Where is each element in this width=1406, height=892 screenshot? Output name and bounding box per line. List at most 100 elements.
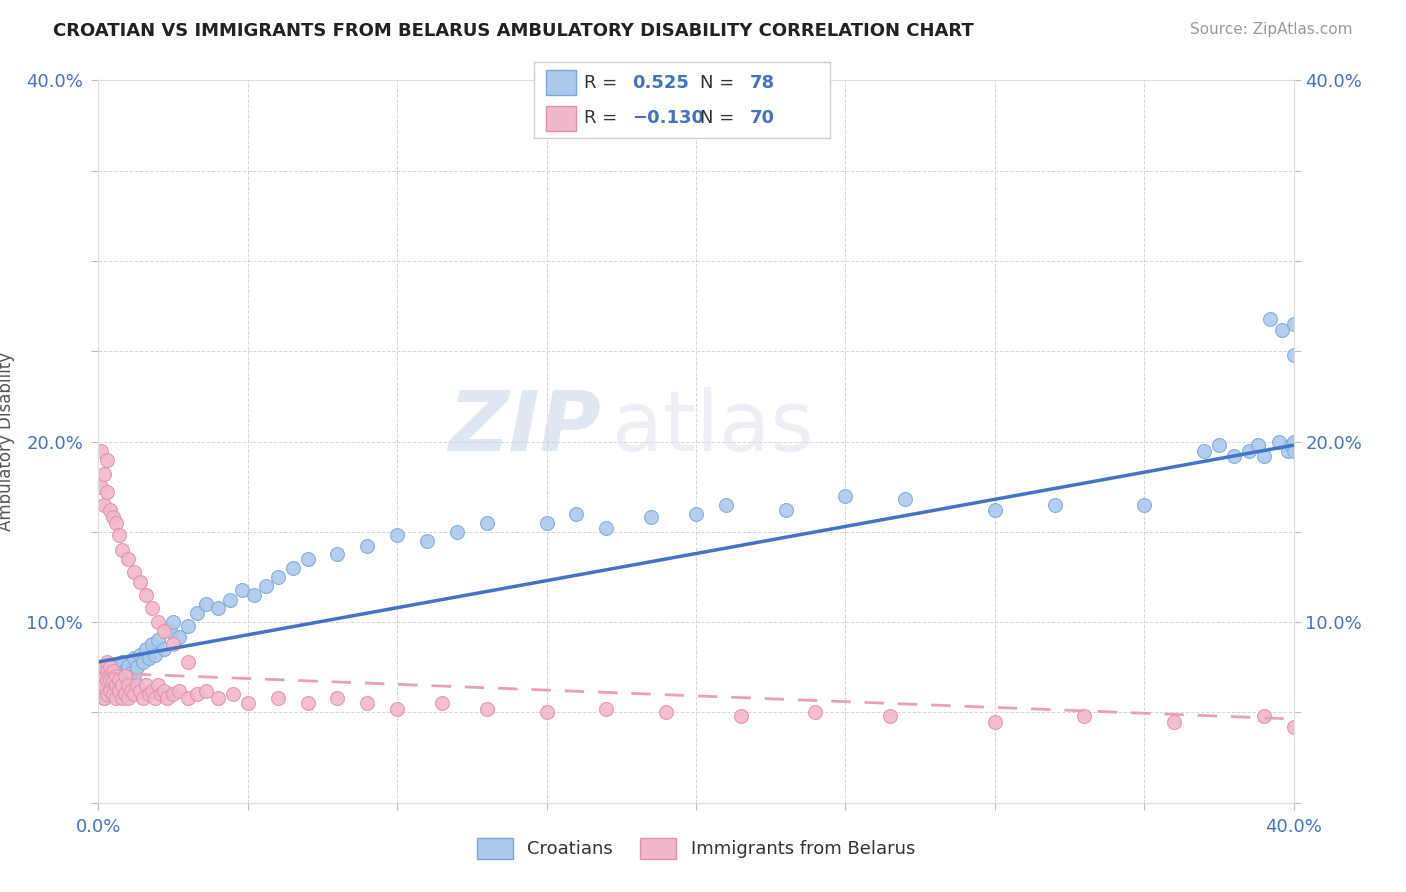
Point	[98, 683, 122, 698]
Bar	[546, 70, 575, 95]
Point	[267, 570, 290, 584]
Point	[153, 683, 176, 698]
Point	[111, 542, 134, 557]
Point	[98, 660, 122, 674]
Point	[105, 678, 128, 692]
Point	[105, 691, 128, 706]
Point	[114, 669, 136, 683]
Point	[162, 615, 184, 630]
Point	[138, 651, 160, 665]
Point	[1343, 714, 1365, 729]
Point	[243, 588, 266, 602]
Point	[177, 619, 200, 633]
Point	[90, 683, 112, 698]
Point	[98, 503, 122, 517]
Point	[1267, 434, 1289, 449]
Point	[98, 660, 122, 674]
Point	[1282, 720, 1305, 734]
Point	[93, 498, 115, 512]
Text: R =: R =	[585, 73, 623, 92]
Text: 70: 70	[749, 109, 775, 127]
Point	[430, 697, 453, 711]
Bar	[546, 105, 575, 130]
Text: −0.130: −0.130	[631, 109, 704, 127]
Point	[148, 678, 170, 692]
Point	[96, 687, 118, 701]
Point	[117, 658, 139, 673]
Point	[90, 673, 112, 687]
Point	[356, 697, 378, 711]
Point	[536, 516, 558, 530]
Point	[775, 503, 797, 517]
Point	[595, 702, 617, 716]
Text: N =: N =	[700, 109, 740, 127]
Point	[103, 687, 125, 701]
Point	[1073, 709, 1095, 723]
Point	[894, 492, 917, 507]
Point	[148, 633, 170, 648]
Point	[159, 624, 181, 639]
Point	[141, 637, 163, 651]
Point	[219, 593, 242, 607]
Point	[1279, 438, 1302, 452]
Point	[267, 691, 290, 706]
Point	[93, 660, 115, 674]
Point	[120, 683, 142, 698]
Point	[103, 673, 125, 687]
Point	[96, 664, 118, 678]
Point	[984, 503, 1007, 517]
Point	[105, 678, 128, 692]
Text: N =: N =	[700, 73, 740, 92]
Point	[297, 552, 319, 566]
Point	[167, 683, 190, 698]
Point	[129, 648, 152, 662]
Point	[143, 691, 166, 706]
Point	[254, 579, 277, 593]
Point	[195, 597, 218, 611]
Text: R =: R =	[585, 109, 623, 127]
Point	[1282, 443, 1305, 458]
Point	[93, 691, 115, 706]
Point	[186, 606, 208, 620]
Point	[108, 673, 131, 687]
Point	[90, 443, 112, 458]
Point	[148, 615, 170, 630]
Point	[1163, 714, 1185, 729]
Point	[207, 691, 229, 706]
Point	[135, 588, 157, 602]
Point	[475, 702, 498, 716]
Point	[93, 678, 115, 692]
Point	[96, 452, 118, 467]
Point	[111, 678, 134, 692]
Point	[730, 709, 752, 723]
Point	[536, 706, 558, 720]
Point	[1271, 322, 1294, 336]
Point	[153, 624, 176, 639]
Point	[129, 683, 152, 698]
Point	[105, 669, 128, 683]
Y-axis label: Ambulatory Disability: Ambulatory Disability	[0, 352, 15, 531]
Point	[114, 664, 136, 678]
Point	[135, 678, 157, 692]
Point	[1223, 449, 1246, 463]
Point	[475, 516, 498, 530]
Point	[297, 697, 319, 711]
Point	[565, 507, 588, 521]
Text: Source: ZipAtlas.com: Source: ZipAtlas.com	[1189, 22, 1353, 37]
Point	[177, 691, 200, 706]
Point	[1282, 317, 1305, 331]
Text: ZIP: ZIP	[447, 386, 600, 467]
Point	[385, 528, 409, 542]
Point	[111, 691, 134, 706]
Point	[90, 665, 112, 680]
Point	[114, 687, 136, 701]
Point	[132, 691, 155, 706]
Point	[162, 687, 184, 701]
Point	[356, 539, 378, 553]
Point	[103, 683, 125, 698]
Point	[1258, 311, 1281, 326]
Point	[141, 600, 163, 615]
Point	[127, 678, 149, 692]
Point	[93, 467, 115, 481]
Point	[124, 651, 146, 665]
